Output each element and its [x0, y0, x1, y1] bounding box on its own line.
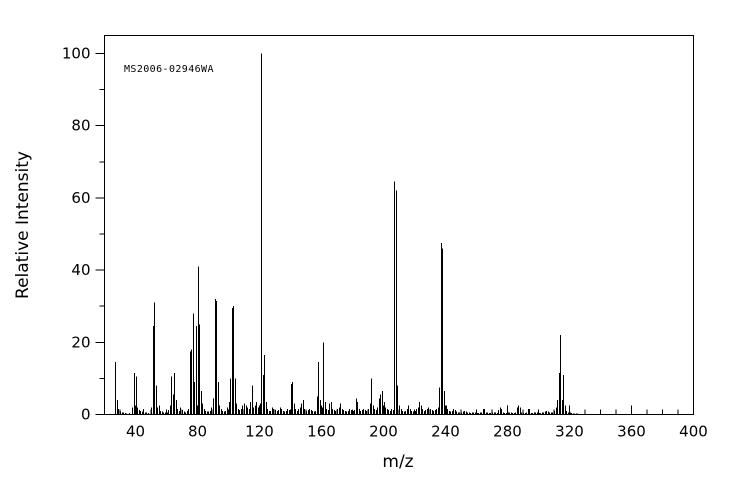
plot-frame — [103, 34, 695, 416]
x-tick-label: 400 — [679, 423, 708, 441]
y-tick-label: 100 — [62, 45, 91, 63]
x-tick-label: 80 — [188, 423, 207, 441]
peak-series — [115, 53, 581, 415]
x-tick-label: 160 — [307, 423, 336, 441]
x-axis-tick-labels: 40 80 120 160 200 240 280 320 360 400 — [126, 423, 708, 441]
y-tick-label: 0 — [81, 406, 91, 424]
x-tick-label: 320 — [555, 423, 584, 441]
y-axis-ticks — [95, 53, 105, 415]
y-tick-label: 60 — [71, 189, 90, 207]
y-axis-tick-labels: 0 20 40 60 80 100 — [62, 45, 91, 424]
sample-id-annotation: MS2006-02946WA — [124, 64, 214, 75]
y-tick-label: 20 — [71, 333, 90, 351]
x-tick-label: 40 — [126, 423, 145, 441]
x-tick-label: 200 — [369, 423, 398, 441]
x-axis-title: m/z — [382, 452, 413, 472]
y-axis-title: Relative Intensity — [13, 151, 33, 299]
x-tick-label: 360 — [617, 423, 646, 441]
x-tick-label: 240 — [431, 423, 460, 441]
y-tick-label: 40 — [71, 261, 90, 279]
x-tick-label: 120 — [245, 423, 274, 441]
y-tick-label: 80 — [71, 117, 90, 135]
x-tick-label: 280 — [493, 423, 522, 441]
